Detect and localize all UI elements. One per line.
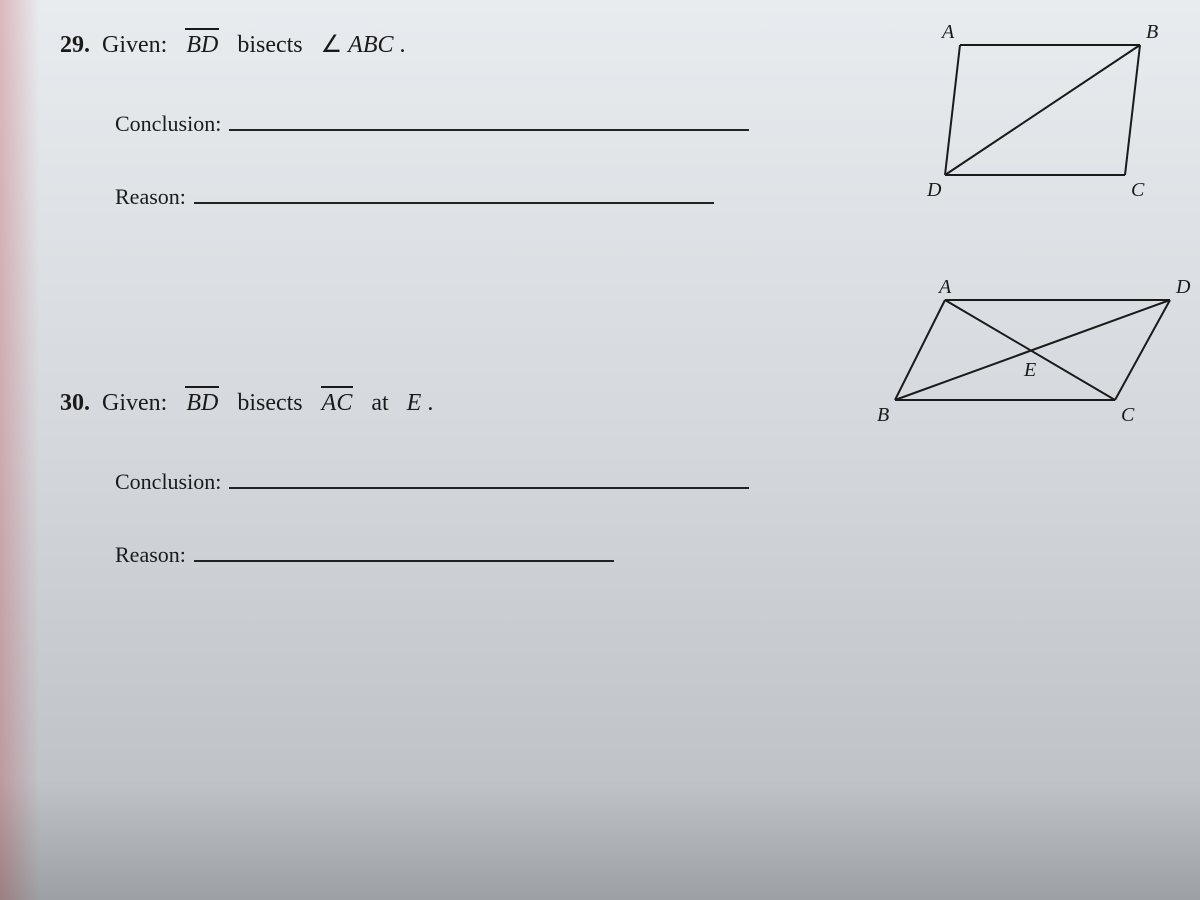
reason-blank[interactable] xyxy=(194,182,714,204)
diagram-point-label-B: B xyxy=(877,404,889,427)
diagram-edge xyxy=(895,300,1170,400)
given-tail: at xyxy=(371,390,388,417)
period: . xyxy=(400,32,406,59)
segment-BD: BD xyxy=(185,32,219,59)
bottom-vignette xyxy=(0,780,1200,900)
diagram-edge xyxy=(945,45,1140,175)
angle-name: ABC xyxy=(348,32,393,59)
diagram-point-label-C: C xyxy=(1131,179,1144,202)
given-label: Given: xyxy=(102,390,167,417)
given-verb: bisects xyxy=(237,32,302,59)
conclusion-row-30: Conclusion: xyxy=(115,467,1160,495)
reason-row-30: Reason: xyxy=(115,540,1160,568)
diagram-29-svg xyxy=(940,25,1180,205)
diagram-point-label-D: D xyxy=(1176,276,1190,299)
conclusion-blank[interactable] xyxy=(229,109,749,131)
question-number: 30. xyxy=(60,390,90,417)
reason-blank[interactable] xyxy=(194,540,614,562)
diagram-point-label-E: E xyxy=(1024,359,1036,382)
conclusion-label: Conclusion: xyxy=(115,469,221,495)
reason-label: Reason: xyxy=(115,184,186,210)
given-label: Given: xyxy=(102,32,167,59)
diagram-edge xyxy=(945,45,960,175)
worksheet-page: 29. Given: BD bisects ∠ABC. Conclusion: … xyxy=(0,0,1200,900)
diagram-30-svg xyxy=(890,285,1190,435)
diagram-point-label-A: A xyxy=(942,21,954,44)
diagram-point-label-A: A xyxy=(939,276,951,299)
diagram-point-label-B: B xyxy=(1146,21,1158,44)
period: . xyxy=(427,390,433,417)
diagram-point-label-D: D xyxy=(927,179,941,202)
diagram-edge xyxy=(1115,300,1170,400)
diagram-edge xyxy=(1125,45,1140,175)
given-verb: bisects xyxy=(237,390,302,417)
diagram-30: ADBCE xyxy=(890,285,1190,435)
tail-point: E xyxy=(407,390,422,417)
diagram-point-label-C: C xyxy=(1121,404,1134,427)
question-number: 29. xyxy=(60,32,90,59)
segment-BD: BD xyxy=(185,390,219,417)
reason-label: Reason: xyxy=(115,542,186,568)
diagram-29: ABCD xyxy=(940,25,1180,205)
segment-AC: AC xyxy=(321,390,354,417)
conclusion-blank[interactable] xyxy=(229,467,749,489)
left-edge-glow xyxy=(0,0,40,900)
conclusion-label: Conclusion: xyxy=(115,111,221,137)
angle-symbol: ∠ xyxy=(321,30,343,59)
